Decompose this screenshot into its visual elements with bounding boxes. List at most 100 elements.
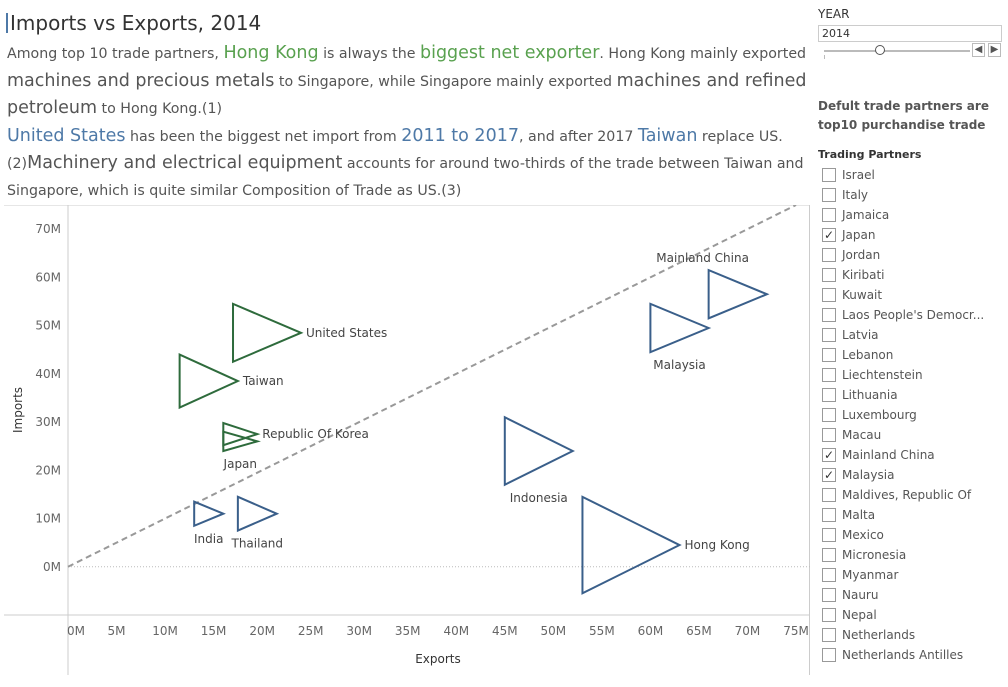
checkbox-unchecked-icon[interactable] bbox=[822, 328, 836, 342]
triangle-mark-mainland-china[interactable] bbox=[707, 268, 770, 320]
point-label-thailand: Thailand bbox=[231, 537, 284, 551]
x-tick-label: 60M bbox=[638, 624, 664, 638]
filter-item-netherlands[interactable]: Netherlands bbox=[822, 625, 1008, 645]
checkbox-unchecked-icon[interactable] bbox=[822, 428, 836, 442]
x-tick-label: 25M bbox=[298, 624, 324, 638]
y-tick-label: 0M bbox=[43, 560, 61, 574]
checkbox-checked-icon[interactable]: ✓ bbox=[822, 448, 836, 462]
filter-item-label: Kiribati bbox=[842, 268, 885, 282]
filter-item-laos-people-s-democr-[interactable]: Laos People's Democr... bbox=[822, 305, 1008, 325]
description-segment: to Hong Kong.(1) bbox=[97, 101, 223, 117]
filter-item-jamaica[interactable]: Jamaica bbox=[822, 205, 1008, 225]
filter-item-luxembourg[interactable]: Luxembourg bbox=[822, 405, 1008, 425]
description-segment: Taiwan bbox=[637, 125, 698, 146]
filter-item-lithuania[interactable]: Lithuania bbox=[822, 385, 1008, 405]
filter-item-label: Jamaica bbox=[842, 208, 890, 222]
filter-item-maldives-republic-of[interactable]: Maldives, Republic Of bbox=[822, 485, 1008, 505]
checkbox-unchecked-icon[interactable] bbox=[822, 168, 836, 182]
checkbox-unchecked-icon[interactable] bbox=[822, 188, 836, 202]
triangle-mark-united-states[interactable] bbox=[232, 302, 304, 364]
year-input[interactable] bbox=[818, 25, 1002, 42]
x-tick-label: 10M bbox=[152, 624, 178, 638]
checkbox-unchecked-icon[interactable] bbox=[822, 208, 836, 222]
filter-item-italy[interactable]: Italy bbox=[822, 185, 1008, 205]
filter-item-label: Jordan bbox=[842, 248, 881, 262]
point-label-republic-of-korea: Republic Of Korea bbox=[262, 427, 369, 441]
triangle-mark-taiwan[interactable] bbox=[178, 352, 241, 410]
checkbox-unchecked-icon[interactable] bbox=[822, 628, 836, 642]
filter-item-latvia[interactable]: Latvia bbox=[822, 325, 1008, 345]
point-label-malaysia: Malaysia bbox=[653, 358, 705, 372]
checkbox-unchecked-icon[interactable] bbox=[822, 488, 836, 502]
triangle-mark-hong-kong[interactable] bbox=[581, 495, 682, 595]
year-step-back-button[interactable]: ◀ bbox=[972, 43, 985, 57]
x-tick-label: 45M bbox=[492, 624, 518, 638]
filter-item-malta[interactable]: Malta bbox=[822, 505, 1008, 525]
chart-svg[interactable]: 0M 10M 20M 30M 40M 50M 60M 70M 0M 5M 10M 15M 20M 25M 3… bbox=[4, 205, 810, 675]
filter-item-micronesia[interactable]: Micronesia bbox=[822, 545, 1008, 565]
filter-item-label: Israel bbox=[842, 168, 875, 182]
filter-item-label: Netherlands bbox=[842, 628, 916, 642]
filter-item-malaysia[interactable]: ✓ Malaysia bbox=[822, 465, 1008, 485]
filter-item-macau[interactable]: Macau bbox=[822, 425, 1008, 445]
filter-item-lebanon[interactable]: Lebanon bbox=[822, 345, 1008, 365]
checkbox-unchecked-icon[interactable] bbox=[822, 288, 836, 302]
dashboard-title: Imports vs Exports, 2014 bbox=[6, 11, 261, 35]
title-text: Imports vs Exports, 2014 bbox=[10, 11, 262, 35]
point-label-mainland-china: Mainland China bbox=[656, 251, 749, 265]
x-tick-label: 20M bbox=[249, 624, 275, 638]
filter-item-jordan[interactable]: Jordan bbox=[822, 245, 1008, 265]
filter-item-kiribati[interactable]: Kiribati bbox=[822, 265, 1008, 285]
checkbox-unchecked-icon[interactable] bbox=[822, 548, 836, 562]
filter-item-label: Lithuania bbox=[842, 388, 898, 402]
filter-item-label: Netherlands Antilles bbox=[842, 648, 964, 662]
filter-item-mainland-china[interactable]: ✓ Mainland China bbox=[822, 445, 1008, 465]
triangle-mark-thailand[interactable] bbox=[236, 495, 280, 533]
checkbox-unchecked-icon[interactable] bbox=[822, 648, 836, 662]
checkbox-unchecked-icon[interactable] bbox=[822, 248, 836, 262]
checkbox-unchecked-icon[interactable] bbox=[822, 608, 836, 622]
description-segment: to Singapore, while Singapore mainly exp… bbox=[274, 73, 617, 90]
description-segment: Among top 10 trade partners, bbox=[7, 46, 224, 62]
triangle-mark-indonesia[interactable] bbox=[503, 415, 575, 487]
x-tick-label: 0M bbox=[67, 624, 85, 638]
filter-item-mexico[interactable]: Mexico bbox=[822, 525, 1008, 545]
checkbox-unchecked-icon[interactable] bbox=[822, 408, 836, 422]
filter-item-israel[interactable]: Israel bbox=[822, 165, 1008, 185]
description-paragraph-2: United States has been the biggest net i… bbox=[7, 123, 807, 205]
checkbox-unchecked-icon[interactable] bbox=[822, 528, 836, 542]
trading-partner-filter-list[interactable]: Israel Italy Jamaica ✓ Japan Jordan Kiribati Ku… bbox=[822, 165, 1008, 665]
checkbox-unchecked-icon[interactable] bbox=[822, 308, 836, 322]
triangle-mark-malaysia[interactable] bbox=[649, 302, 712, 354]
filter-item-label: Liechtenstein bbox=[842, 368, 923, 382]
checkbox-unchecked-icon[interactable] bbox=[822, 268, 836, 282]
filter-item-netherlands-antilles[interactable]: Netherlands Antilles bbox=[822, 645, 1008, 665]
filter-item-kuwait[interactable]: Kuwait bbox=[822, 285, 1008, 305]
checkbox-unchecked-icon[interactable] bbox=[822, 368, 836, 382]
year-slider-track[interactable] bbox=[824, 50, 970, 52]
checkbox-unchecked-icon[interactable] bbox=[822, 588, 836, 602]
triangle-mark-india[interactable] bbox=[193, 500, 226, 528]
default-partners-note: Defult trade partners are top10 purchand… bbox=[818, 99, 989, 132]
checkbox-checked-icon[interactable]: ✓ bbox=[822, 228, 836, 242]
filter-item-nauru[interactable]: Nauru bbox=[822, 585, 1008, 605]
year-slider-ticks bbox=[824, 55, 970, 59]
filter-item-japan[interactable]: ✓ Japan bbox=[822, 225, 1008, 245]
scatter-chart[interactable]: 0M 10M 20M 30M 40M 50M 60M 70M 0M 5M 10M 15M 20M 25M 3… bbox=[4, 205, 810, 675]
checkbox-unchecked-icon[interactable] bbox=[822, 348, 836, 362]
description-segment: . Hong Kong mainly exported bbox=[599, 46, 807, 62]
filter-item-liechtenstein[interactable]: Liechtenstein bbox=[822, 365, 1008, 385]
filter-item-label: Mexico bbox=[842, 528, 884, 542]
checkbox-checked-icon[interactable]: ✓ bbox=[822, 468, 836, 482]
year-slider-thumb[interactable] bbox=[875, 45, 885, 55]
triangle-mark-japan[interactable] bbox=[222, 430, 261, 453]
y-axis-title: Imports bbox=[11, 387, 25, 433]
filter-item-myanmar[interactable]: Myanmar bbox=[822, 565, 1008, 585]
filter-item-label: Malaysia bbox=[842, 468, 895, 482]
filter-item-nepal[interactable]: Nepal bbox=[822, 605, 1008, 625]
x-tick-label: 55M bbox=[589, 624, 615, 638]
checkbox-unchecked-icon[interactable] bbox=[822, 508, 836, 522]
checkbox-unchecked-icon[interactable] bbox=[822, 388, 836, 402]
year-step-forward-button[interactable]: ▶ bbox=[988, 43, 1001, 57]
checkbox-unchecked-icon[interactable] bbox=[822, 568, 836, 582]
